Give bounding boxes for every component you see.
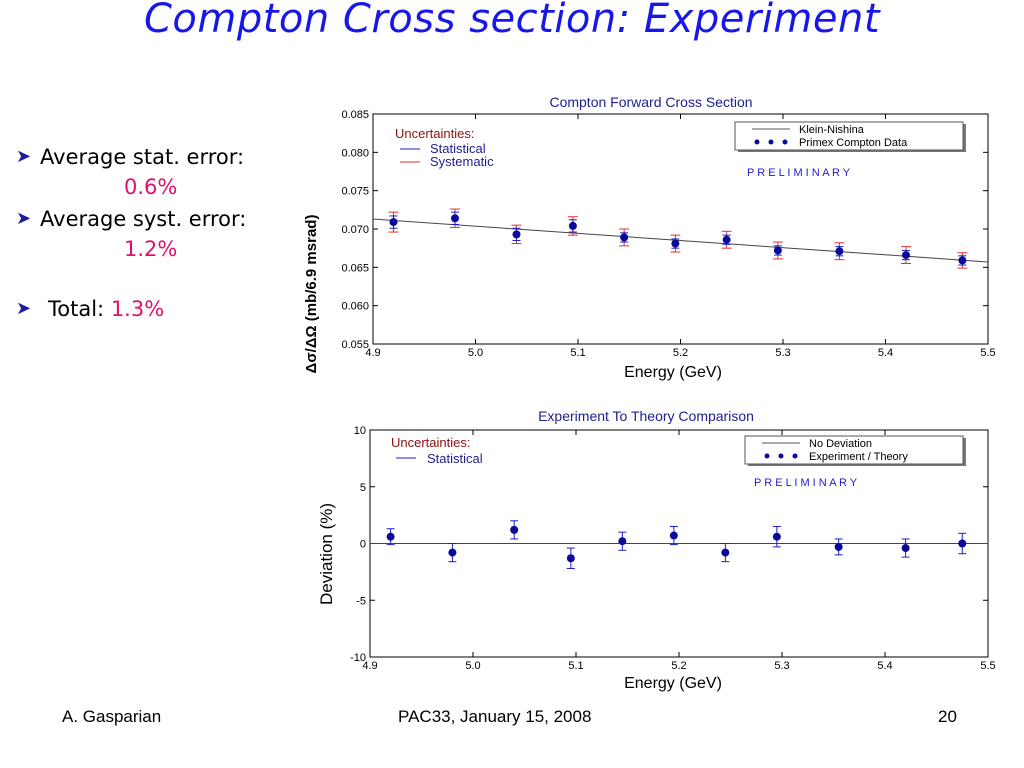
statistical-legend-label: Statistical — [427, 451, 483, 466]
chart-title: Compton Forward Cross Section — [549, 94, 752, 110]
data-legend-dot — [792, 453, 798, 459]
y-tick-label: 0.070 — [341, 224, 369, 236]
total-error-bullet: ➤ Total: 1.3% — [14, 294, 304, 324]
data-point — [902, 251, 910, 260]
y-axis-label: Deviation (%) — [317, 503, 336, 605]
data-legend-label: Primex Compton Data — [799, 137, 908, 149]
x-axis-label: Energy (GeV) — [624, 675, 722, 692]
data-point — [669, 531, 678, 540]
x-tick-label: 5.4 — [878, 347, 893, 359]
footer-page-number: 20 — [938, 707, 957, 726]
data-point — [618, 537, 627, 546]
total-error-label: Total: — [48, 297, 105, 321]
x-tick-label: 5.3 — [775, 347, 790, 359]
data-legend-dot — [768, 139, 774, 145]
data-point — [566, 554, 575, 563]
x-axis-label: Energy (GeV) — [624, 364, 722, 381]
x-tick-label: 5.0 — [465, 660, 480, 672]
y-tick-label: 10 — [354, 425, 366, 437]
uncertainty-legend: Uncertainties: Statistical Systematic — [395, 126, 494, 169]
data-point — [568, 221, 577, 230]
data-point — [835, 247, 844, 256]
chart-title: Experiment To Theory Comparison — [538, 408, 754, 424]
x-tick-label: 5.0 — [468, 347, 483, 359]
y-tick-label: 5 — [360, 482, 366, 494]
data-point — [620, 233, 629, 242]
data-point — [834, 542, 843, 551]
data-point — [389, 218, 398, 227]
x-tick-label: 4.9 — [362, 660, 377, 672]
uncertainties-title: Uncertainties: — [391, 435, 470, 450]
y-tick-label: 0.085 — [341, 109, 369, 121]
x-tick-label: 5.2 — [673, 347, 688, 359]
cross-section-chart: Compton Forward Cross Section Δσ/ΔΩ (mb/… — [303, 94, 996, 381]
bullet-arrow-icon: ➤ — [16, 298, 32, 319]
footer-author: A. Gasparian — [62, 707, 162, 726]
syst-error-value: 1.2% — [124, 237, 178, 261]
error-summary: ➤ Average stat. error: 0.6% ➤ Average sy… — [14, 142, 304, 324]
legend-box — [744, 435, 964, 465]
data-point — [671, 239, 680, 248]
data-point — [510, 525, 519, 534]
plot-area: 4.9 5.0 5.1 5.2 5.3 5.4 5.5 0.055 0.060 0.065 0.07… — [341, 109, 995, 359]
data-point — [958, 539, 967, 548]
statistical-legend-label: Statistical — [430, 141, 486, 156]
plot-area: 4.9 5.0 5.1 5.2 5.3 5.4 5.5 -10 -5 0 5 10 — [350, 425, 996, 672]
data-point — [722, 235, 731, 244]
systematic-legend-label: Systematic — [430, 154, 494, 169]
y-tick-label: 0.060 — [341, 301, 369, 313]
footer-event: PAC33, January 15, 2008 — [398, 707, 592, 726]
data-point — [773, 246, 782, 255]
data-point — [901, 544, 910, 553]
stat-error-label: Average stat. error: — [40, 145, 245, 169]
uncertainty-legend: Uncertainties: Statistical — [391, 435, 483, 466]
y-tick-label: 0 — [360, 539, 366, 551]
series-legend: No Deviation Experiment / Theory — [744, 435, 966, 466]
legend-box — [734, 121, 964, 151]
y-tick-label: 0.055 — [341, 339, 369, 351]
deviation-chart: Experiment To Theory Comparison Deviatio… — [317, 408, 996, 692]
preliminary-annotation: P R E L I M I N A R Y — [747, 167, 851, 179]
y-tick-label: 0.075 — [341, 186, 369, 198]
stat-error-value: 0.6% — [124, 175, 178, 199]
y-tick-label: 0.065 — [341, 262, 369, 274]
y-tick-label: 0.080 — [341, 147, 369, 159]
syst-error-bullet: ➤ Average syst. error: — [14, 204, 304, 234]
data-point — [451, 214, 459, 223]
theory-curve — [372, 218, 989, 263]
uncertainties-title: Uncertainties: — [395, 126, 474, 141]
klein-nishina-legend-label: Klein-Nishina — [799, 124, 865, 136]
data-point — [721, 548, 730, 557]
data-legend-label: Experiment / Theory — [809, 451, 908, 463]
preliminary-annotation: P R E L I M I N A R Y — [754, 477, 858, 489]
x-tick-label: 5.1 — [568, 660, 583, 672]
data-point — [772, 532, 781, 541]
y-tick-label: -5 — [356, 595, 366, 607]
data-legend-dot — [754, 139, 760, 145]
x-tick-label: 5.4 — [877, 660, 892, 672]
no-deviation-legend-label: No Deviation — [809, 438, 872, 450]
bullet-arrow-icon: ➤ — [16, 146, 32, 167]
x-tick-label: 5.5 — [980, 660, 995, 672]
y-axis-label: Δσ/ΔΩ (mb/6.9 msrad) — [303, 215, 320, 374]
slide-title: Compton Cross section: Experiment — [143, 0, 881, 42]
data-point — [386, 532, 395, 541]
x-tick-label: 5.3 — [774, 660, 789, 672]
x-tick-label: 5.5 — [980, 347, 995, 359]
data-legend-dot — [764, 453, 770, 459]
stat-error-bullet: ➤ Average stat. error: — [14, 142, 304, 172]
x-tick-label: 5.2 — [671, 660, 686, 672]
bullet-arrow-icon: ➤ — [16, 208, 32, 229]
x-tick-label: 4.9 — [365, 347, 380, 359]
syst-error-label: Average syst. error: — [40, 207, 247, 231]
data-point — [958, 256, 967, 265]
series-legend: Klein-Nishina Primex Compton Data — [734, 121, 966, 152]
data-legend-dot — [782, 139, 788, 145]
data-point — [512, 230, 521, 239]
data-legend-dot — [778, 453, 784, 459]
y-tick-label: -10 — [350, 652, 366, 664]
total-error-value: 1.3% — [110, 297, 165, 321]
x-tick-label: 5.1 — [570, 347, 585, 359]
data-point — [448, 548, 457, 557]
